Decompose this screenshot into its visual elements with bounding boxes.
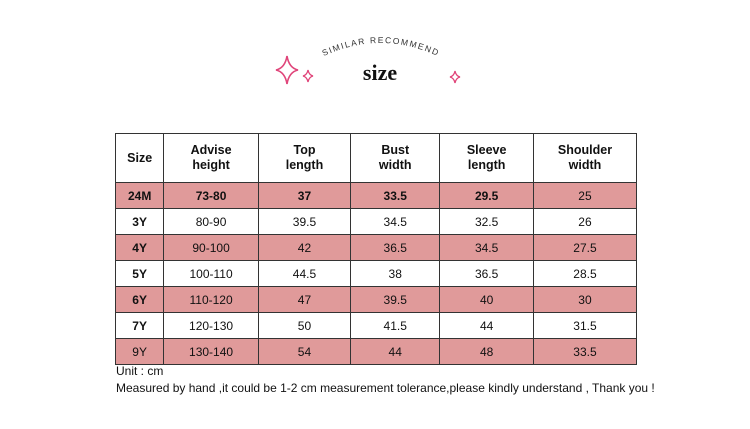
disclaimer: Measured by hand ,it could be 1-2 cm mea… — [116, 381, 655, 395]
table-cell: 44 — [350, 338, 441, 365]
table-cell: 130-140 — [163, 338, 259, 365]
table-row: 5Y 100-110 44.5 38 36.5 28.5 — [114, 260, 638, 287]
table-cell: 6Y — [114, 286, 165, 313]
column-header: Advise height — [163, 133, 259, 183]
table-cell: 110-120 — [163, 286, 259, 313]
table-cell: 33.5 — [532, 338, 638, 365]
table-cell: 28.5 — [532, 260, 638, 287]
table-cell: 9Y — [114, 338, 165, 365]
table-cell: 31.5 — [532, 312, 638, 339]
table-cell: 4Y — [114, 234, 165, 261]
column-header: Size — [114, 133, 165, 183]
header-row: Size Advise height Top length Bust width Sle… — [114, 133, 638, 183]
table-cell: 34.5 — [439, 234, 534, 261]
table-row: 4Y 90-100 42 36.5 34.5 27.5 — [114, 234, 638, 261]
table-row: 7Y 120-130 50 41.5 44 31.5 — [114, 312, 638, 339]
table-cell: 37 — [257, 182, 352, 209]
unit-note: Unit : cm — [116, 364, 164, 378]
table-cell: 29.5 — [439, 182, 534, 209]
header: SIMILAR RECOMMEND size — [275, 35, 461, 85]
table-cell: 100-110 — [163, 260, 259, 287]
table-cell: 50 — [257, 312, 352, 339]
table-cell: 44 — [439, 312, 534, 339]
table-cell: 34.5 — [350, 208, 441, 235]
column-header: Shoulder width — [532, 133, 638, 183]
sparkle — [275, 55, 299, 85]
table-row: 24M 73-80 37 33.5 29.5 25 — [114, 182, 638, 209]
table-cell: 24M — [114, 182, 165, 209]
arc-text: SIMILAR RECOMMEND — [320, 35, 441, 58]
column-header: Sleeve length — [439, 133, 534, 183]
table-cell: 41.5 — [350, 312, 441, 339]
sparkle — [449, 70, 461, 84]
table-cell: 40 — [439, 286, 534, 313]
table-cell: 26 — [532, 208, 638, 235]
sparkle — [302, 69, 314, 83]
table-cell: 27.5 — [532, 234, 638, 261]
table-cell: 44.5 — [257, 260, 352, 287]
table-row: 6Y 110-120 47 39.5 40 30 — [114, 286, 638, 313]
table-cell: 38 — [350, 260, 441, 287]
table-cell: 25 — [532, 182, 638, 209]
table-cell: 39.5 — [257, 208, 352, 235]
column-header: Top length — [257, 133, 352, 183]
table-cell: 39.5 — [350, 286, 441, 313]
table-cell: 54 — [257, 338, 352, 365]
column-header: Bust width — [350, 133, 441, 183]
size-table: Size Advise height Top length Bust width Sle… — [114, 133, 638, 365]
table-cell: 42 — [257, 234, 352, 261]
arc-text-path: SIMILAR RECOMMEND — [320, 35, 439, 58]
table-cell: 120-130 — [163, 312, 259, 339]
table-cell: 80-90 — [163, 208, 259, 235]
table-cell: 5Y — [114, 260, 165, 287]
table-cell: 47 — [257, 286, 352, 313]
table-cell: 48 — [439, 338, 534, 365]
table-cell: 90-100 — [163, 234, 259, 261]
table-row: 3Y 80-90 39.5 34.5 32.5 26 — [114, 208, 638, 235]
table-row: 9Y 130-140 54 44 48 33.5 — [114, 338, 638, 365]
table-cell: 36.5 — [350, 234, 441, 261]
table-cell: 7Y — [114, 312, 165, 339]
table-cell: 32.5 — [439, 208, 534, 235]
table-cell: 3Y — [114, 208, 165, 235]
table-cell: 73-80 — [163, 182, 259, 209]
title: size — [363, 60, 397, 85]
table-cell: 33.5 — [350, 182, 441, 209]
table-cell: 36.5 — [439, 260, 534, 287]
table-cell: 30 — [532, 286, 638, 313]
